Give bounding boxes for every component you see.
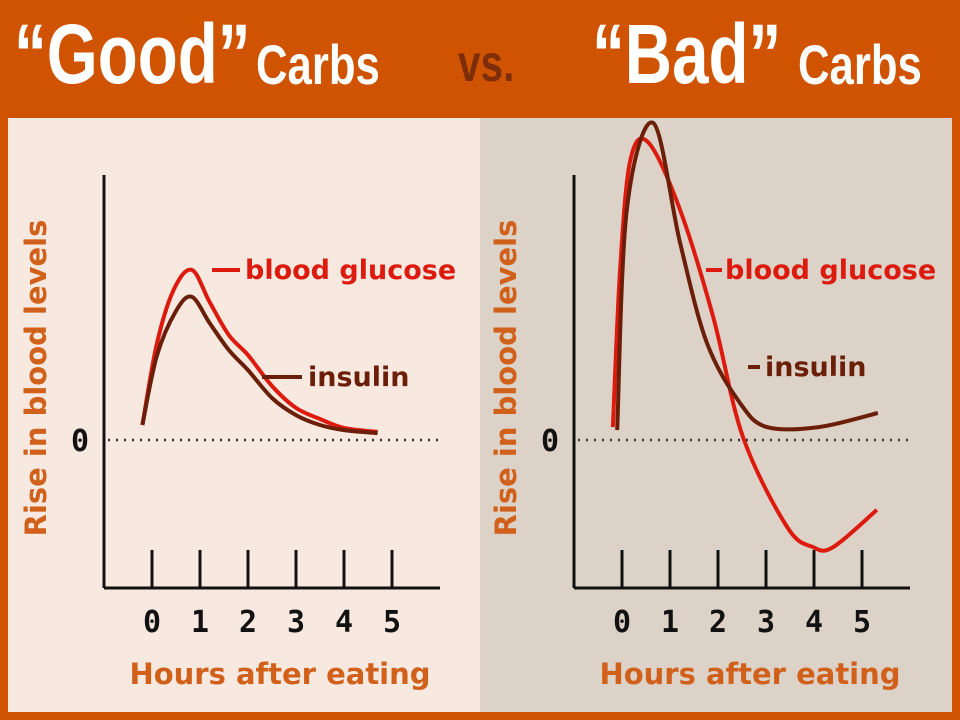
insulin-series-label: insulin bbox=[765, 352, 867, 383]
insulin-series-label: insulin bbox=[308, 362, 410, 393]
x-tick-label: 0 bbox=[143, 605, 161, 640]
x-tick-label: 2 bbox=[709, 605, 727, 640]
x-axis-label: Hours after eating bbox=[129, 657, 430, 691]
x-tick-label: 0 bbox=[613, 605, 631, 640]
panel-background bbox=[8, 118, 480, 712]
x-tick-label: 1 bbox=[191, 605, 209, 640]
insulin-line bbox=[140, 294, 378, 436]
glucose-series-label: blood glucose bbox=[245, 255, 456, 286]
glucose-series-label: blood glucose bbox=[725, 255, 936, 286]
x-axis-label: Hours after eating bbox=[599, 657, 900, 691]
title-carbs-left: Carbs bbox=[256, 33, 380, 96]
x-tick-label: 3 bbox=[287, 605, 305, 640]
x-tick-label: 4 bbox=[805, 605, 823, 640]
x-tick-label: 1 bbox=[661, 605, 679, 640]
y-axis-label: Rise in blood levels bbox=[489, 220, 523, 537]
title-vs: vs. bbox=[458, 35, 515, 93]
title-banner: “Good” Carbs vs. “Bad” Carbs bbox=[0, 0, 960, 118]
x-tick-label: 5 bbox=[853, 605, 871, 640]
x-tick-label: 2 bbox=[239, 605, 257, 640]
blood-glucose-line bbox=[140, 267, 378, 434]
title-bad: “Bad” bbox=[592, 7, 782, 101]
x-tick-label: 4 bbox=[335, 605, 353, 640]
x-tick-label: 5 bbox=[383, 605, 401, 640]
blood-glucose-line bbox=[610, 136, 879, 553]
y-tick-label: 0 bbox=[541, 424, 559, 459]
y-axis-label: Rise in blood levels bbox=[19, 220, 53, 537]
insulin-line bbox=[615, 120, 879, 432]
y-tick-label: 0 bbox=[71, 424, 89, 459]
title-carbs-right: Carbs bbox=[798, 33, 922, 96]
title-good: “Good” bbox=[14, 7, 251, 101]
x-tick-label: 3 bbox=[757, 605, 775, 640]
